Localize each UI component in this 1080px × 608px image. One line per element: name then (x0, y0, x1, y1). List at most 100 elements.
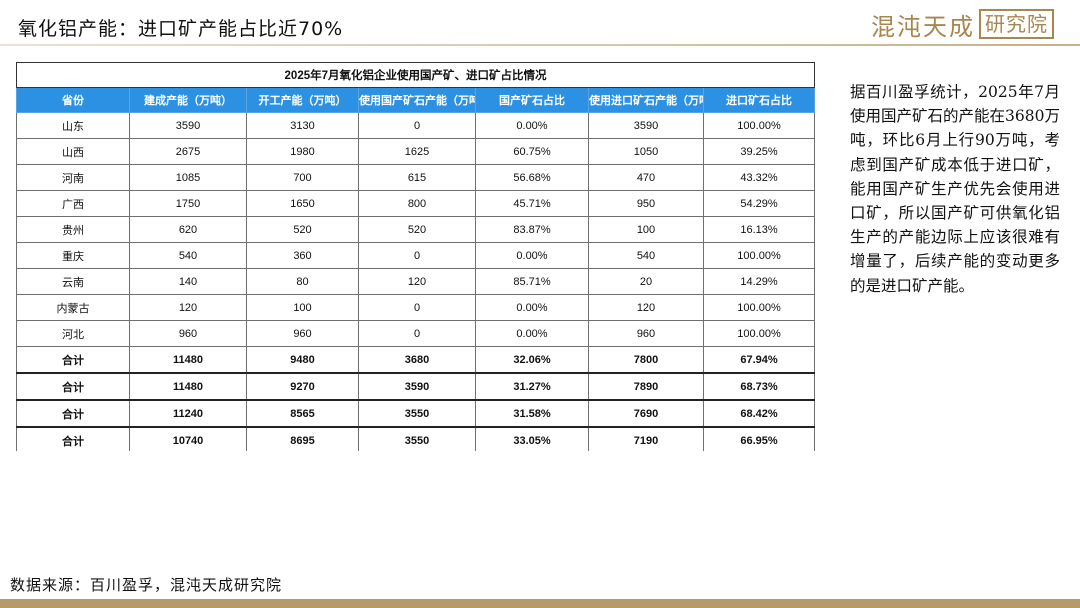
table-cell: 3550 (358, 399, 476, 428)
table-cell: 33.05% (475, 426, 589, 451)
table-cell: 540 (588, 242, 704, 269)
table-cell: 1085 (129, 164, 247, 191)
slide-title: 氧化铝产能：进口矿产能占比近70% (18, 18, 344, 40)
table-cell: 3590 (129, 112, 247, 139)
table-row: 广西 1750 1650 800 45.71% 950 54.29% (16, 190, 816, 217)
table-cell: 20 (588, 268, 704, 295)
table-cell: 16.13% (702, 216, 816, 243)
table-cell: 67.94% (702, 346, 816, 374)
table-cell: 540 (129, 242, 247, 269)
total-row: 合计 11480 9480 3680 32.06% 7800 67.94% (16, 346, 816, 374)
table-cell: 广西 (16, 190, 130, 217)
table-cell: 960 (129, 320, 247, 347)
table-cell: 14.29% (702, 268, 816, 295)
table-cell: 470 (588, 164, 704, 191)
table-cell: 3130 (246, 112, 359, 139)
table-cell: 8695 (246, 426, 359, 451)
table-cell: 1625 (358, 138, 476, 165)
table-cell: 河南 (16, 164, 130, 191)
brand-logo: 混沌天成 研究院 (871, 8, 1054, 41)
table-caption: 2025年7月氧化铝企业使用国产矿、进口矿占比情况 (16, 62, 816, 88)
total-row: 合计 11240 8565 3550 31.58% 7690 68.42% (16, 399, 816, 428)
table-cell: 7190 (588, 426, 704, 451)
table-cell: 1750 (129, 190, 247, 217)
table-cell: 8565 (246, 399, 359, 428)
table-cell: 800 (358, 190, 476, 217)
table-cell: 950 (588, 190, 704, 217)
table-cell: 0 (358, 112, 476, 139)
table-cell: 0.00% (475, 320, 589, 347)
table-cell: 39.25% (702, 138, 816, 165)
table-cell: 9480 (246, 346, 359, 374)
table-cell: 1980 (246, 138, 359, 165)
table-cell: 960 (246, 320, 359, 347)
table-cell: 0 (358, 242, 476, 269)
table-cell: 85.71% (475, 268, 589, 295)
table-cell: 云南 (16, 268, 130, 295)
table-cell: 山西 (16, 138, 130, 165)
table-cell: 100 (588, 216, 704, 243)
table-cell: 45.71% (475, 190, 589, 217)
header-cell: 使用进口矿石产能（万吨） (588, 87, 704, 113)
table-cell: 0 (358, 294, 476, 321)
table-cell: 120 (129, 294, 247, 321)
table-cell: 11240 (129, 399, 247, 428)
table-cell: 56.68% (475, 164, 589, 191)
total-row: 合计 10740 8695 3550 33.05% 7190 66.95% (16, 426, 816, 451)
table-cell: 3680 (358, 346, 476, 374)
table-cell: 120 (358, 268, 476, 295)
header-cell: 国产矿石占比 (475, 87, 589, 113)
table-row: 山东 3590 3130 0 0.00% 3590 100.00% (16, 112, 816, 139)
table-cell: 合计 (16, 372, 130, 401)
table-cell: 重庆 (16, 242, 130, 269)
header-cell: 使用国产矿石产能（万吨） (358, 87, 476, 113)
table-row: 内蒙古 120 100 0 0.00% 120 100.00% (16, 294, 816, 321)
table-row: 河北 960 960 0 0.00% 960 100.00% (16, 320, 816, 347)
data-source: 数据来源：百川盈孚，混沌天成研究院 (10, 576, 283, 594)
table-cell: 3550 (358, 426, 476, 451)
table-row: 河南 1085 700 615 56.68% 470 43.32% (16, 164, 816, 191)
total-row: 合计 11480 9270 3590 31.27% 7890 68.73% (16, 372, 816, 401)
footer-bar (0, 599, 1080, 608)
table-cell: 100.00% (702, 320, 816, 347)
brand-box: 研究院 (979, 9, 1054, 39)
table-cell: 360 (246, 242, 359, 269)
header-cell: 进口矿石占比 (702, 87, 816, 113)
table-cell: 1050 (588, 138, 704, 165)
table-cell: 100.00% (702, 242, 816, 269)
table-cell: 1650 (246, 190, 359, 217)
table-cell: 内蒙古 (16, 294, 130, 321)
table-row: 云南 140 80 120 85.71% 20 14.29% (16, 268, 816, 295)
table-cell: 120 (588, 294, 704, 321)
header-cell: 开工产能（万吨） (246, 87, 359, 113)
table-cell: 520 (358, 216, 476, 243)
commentary-text: 据百川盈孚统计，2025年7月使用国产矿石的产能在3680万吨，环比6月上行90… (850, 83, 1060, 295)
table-cell: 0.00% (475, 294, 589, 321)
table-row: 重庆 540 360 0 0.00% 540 100.00% (16, 242, 816, 269)
table-cell: 11480 (129, 372, 247, 401)
table-cell: 32.06% (475, 346, 589, 374)
table-row: 山西 2675 1980 1625 60.75% 1050 39.25% (16, 138, 816, 165)
table-caption-row: 2025年7月氧化铝企业使用国产矿、进口矿占比情况 (16, 62, 816, 88)
header-cell: 省份 (16, 87, 130, 113)
capacity-table: 2025年7月氧化铝企业使用国产矿、进口矿占比情况 省份 建成产能（万吨） 开工… (16, 62, 816, 451)
table-cell: 0.00% (475, 242, 589, 269)
table-cell: 700 (246, 164, 359, 191)
table-cell: 9270 (246, 372, 359, 401)
table-cell: 7800 (588, 346, 704, 374)
table-cell: 620 (129, 216, 247, 243)
table-row: 贵州 620 520 520 83.87% 100 16.13% (16, 216, 816, 243)
table-cell: 贵州 (16, 216, 130, 243)
table-cell: 31.58% (475, 399, 589, 428)
table-cell: 7890 (588, 372, 704, 401)
table-cell: 100.00% (702, 294, 816, 321)
table-header-row: 省份 建成产能（万吨） 开工产能（万吨） 使用国产矿石产能（万吨） 国产矿石占比… (16, 87, 816, 113)
table-cell: 66.95% (702, 426, 816, 451)
table-cell: 0.00% (475, 112, 589, 139)
table-cell: 3590 (588, 112, 704, 139)
table-cell: 合计 (16, 399, 130, 428)
table-cell: 140 (129, 268, 247, 295)
table-cell: 68.73% (702, 372, 816, 401)
table-cell: 615 (358, 164, 476, 191)
brand-name: 混沌天成 (871, 12, 975, 41)
